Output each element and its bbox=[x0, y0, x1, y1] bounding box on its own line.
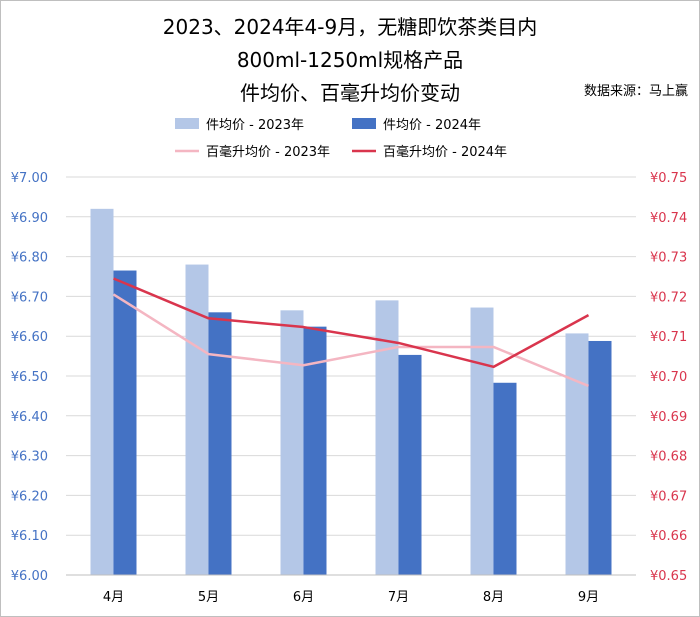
bar-2023 bbox=[280, 310, 304, 575]
legend-label-bar-2023: 件均价 - 2023年 bbox=[206, 118, 304, 133]
bar-2024 bbox=[208, 312, 232, 575]
gridlines bbox=[66, 176, 636, 536]
right-axis-tick-label: ¥0.69 bbox=[650, 410, 687, 425]
bar-2024 bbox=[113, 270, 137, 575]
bars bbox=[90, 208, 612, 575]
left-axis-tick-label: ¥6.90 bbox=[11, 211, 48, 226]
x-axis-tick-label: 6月 bbox=[293, 590, 314, 605]
legend-label-line-2024: 百毫升均价 - 2024年 bbox=[383, 144, 507, 160]
left-axis-tick-label: ¥6.60 bbox=[11, 330, 48, 345]
left-axis-tick-label: ¥6.80 bbox=[11, 251, 48, 266]
right-axis-tick-label: ¥0.65 bbox=[650, 569, 687, 584]
left-axis-tick-label: ¥7.00 bbox=[11, 171, 48, 186]
left-axis-tick-label: ¥6.20 bbox=[11, 489, 48, 504]
bar-2024 bbox=[493, 382, 517, 575]
right-axis-tick-label: ¥0.73 bbox=[650, 251, 687, 266]
chart-title-line-1: 2023、2024年4-9月，无糖即饮茶类目内 bbox=[162, 15, 538, 39]
x-axis-tick-label: 8月 bbox=[483, 590, 504, 605]
left-axis-tick-label: ¥6.70 bbox=[11, 290, 48, 305]
right-axis-tick-label: ¥0.71 bbox=[650, 330, 687, 345]
bar-2023 bbox=[470, 307, 494, 575]
axes: ¥6.00 ¥0.65 ¥6.10 ¥0.66 ¥6.20 ¥0.67 ¥6.30 ¥0.68… bbox=[11, 171, 687, 605]
right-axis-tick-label: ¥0.70 bbox=[650, 370, 687, 385]
x-axis-tick-label: 9月 bbox=[578, 590, 599, 605]
bar-2024 bbox=[303, 326, 327, 575]
right-axis-tick-label: ¥0.67 bbox=[650, 489, 687, 504]
legend-swatch-bar-2023 bbox=[175, 118, 199, 129]
bar-2023 bbox=[375, 300, 399, 575]
line-series-2023 bbox=[112, 293, 589, 388]
legend-label-line-2023: 百毫升均价 - 2023年 bbox=[206, 144, 330, 160]
x-axis-tick-label: 7月 bbox=[388, 590, 409, 605]
left-axis-tick-label: ¥6.30 bbox=[11, 450, 48, 465]
bar-2023 bbox=[90, 208, 114, 575]
right-axis-tick-label: ¥0.72 bbox=[650, 290, 687, 305]
right-axis-tick-label: ¥0.66 bbox=[650, 529, 687, 544]
lines bbox=[112, 277, 590, 388]
data-source: 数据来源：马上赢 bbox=[583, 84, 688, 99]
chart-title-line-2: 800ml-1250ml规格产品 bbox=[236, 48, 464, 72]
legend-label-bar-2024: 件均价 - 2024年 bbox=[383, 118, 481, 133]
left-axis-tick-label: ¥6.50 bbox=[11, 370, 48, 385]
x-axis-tick-label: 5月 bbox=[198, 590, 219, 605]
right-axis-tick-label: ¥0.74 bbox=[650, 211, 687, 226]
left-axis-tick-label: ¥6.00 bbox=[11, 569, 48, 584]
x-axis-tick-label: 4月 bbox=[103, 590, 124, 605]
chart-title-line-3: 件均价、百毫升均价变动 bbox=[240, 81, 460, 105]
bar-2024 bbox=[398, 354, 422, 575]
bar-2023 bbox=[565, 333, 589, 575]
left-axis-tick-label: ¥6.10 bbox=[11, 529, 48, 544]
legend-swatch-bar-2024 bbox=[352, 118, 376, 129]
right-axis-tick-label: ¥0.75 bbox=[650, 171, 687, 186]
right-axis-tick-label: ¥0.68 bbox=[650, 450, 687, 465]
bar-2024 bbox=[588, 340, 612, 575]
left-axis-tick-label: ¥6.40 bbox=[11, 410, 48, 425]
line-series-2024 bbox=[113, 277, 590, 369]
